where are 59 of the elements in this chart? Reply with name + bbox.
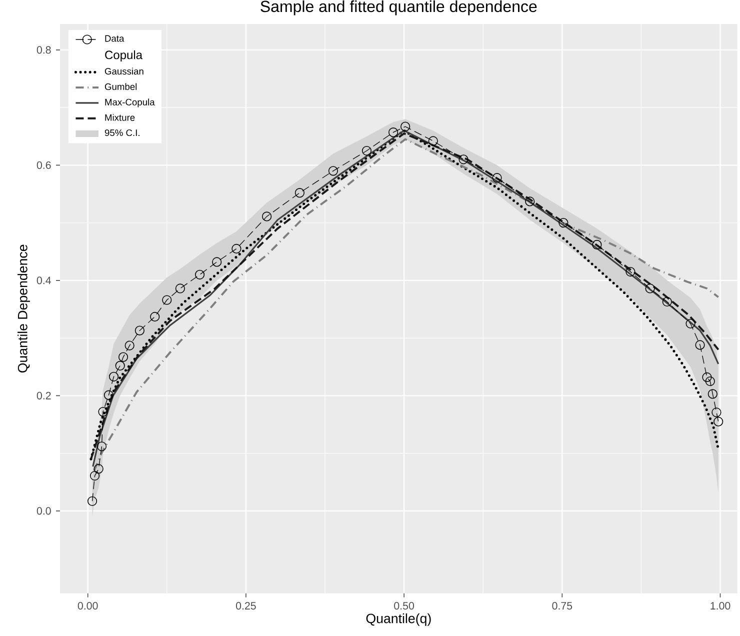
y-tick-label: 0.4 <box>36 276 51 284</box>
point <box>558 218 568 228</box>
y-tick-label: 0.0 <box>36 507 51 515</box>
point <box>428 136 438 146</box>
point <box>362 146 372 156</box>
point <box>115 360 125 370</box>
legend-label: Gaussian <box>104 68 144 75</box>
point <box>686 318 696 328</box>
x-tick-label: 0.75 <box>552 602 572 610</box>
point <box>712 408 722 418</box>
point <box>702 372 712 382</box>
point <box>212 257 222 267</box>
point <box>262 212 272 222</box>
point <box>695 340 705 350</box>
legend-title: Copula <box>105 50 143 62</box>
point <box>714 416 724 426</box>
point <box>108 372 119 382</box>
point <box>194 270 205 280</box>
x-tick-label: 1.00 <box>710 602 730 610</box>
point <box>328 166 338 176</box>
point <box>162 295 172 305</box>
point <box>96 442 107 452</box>
point <box>592 240 602 250</box>
point <box>705 376 715 386</box>
y-tick-label: 0.2 <box>36 392 51 400</box>
point <box>98 407 108 417</box>
point <box>124 340 134 350</box>
point <box>90 470 100 481</box>
x-tick-label: 0.00 <box>78 602 98 610</box>
y-tick-label: 0.6 <box>36 161 51 169</box>
x-tick-label: 0.25 <box>236 602 256 610</box>
point <box>94 464 104 474</box>
legend-label: Gumbel <box>104 83 137 90</box>
point <box>400 122 410 132</box>
legend-label: Max-Copula <box>105 98 155 108</box>
point <box>626 266 636 277</box>
point <box>175 284 185 294</box>
point <box>134 326 144 336</box>
x-axis-title: Quantile(q) <box>366 613 431 626</box>
y-axis-title: Quantile Dependence <box>18 244 30 373</box>
point <box>458 154 468 164</box>
point <box>525 196 535 206</box>
point <box>232 244 242 254</box>
legend-label: Data <box>105 35 124 42</box>
legend-label: Mixture <box>105 114 135 121</box>
point <box>492 173 502 183</box>
chart-title: Sample and fitted quantile dependence <box>260 0 537 16</box>
annotation: 95% C.I. <box>104 129 140 136</box>
point <box>150 312 160 322</box>
point <box>645 284 655 294</box>
x-tick-label: 0.50 <box>394 602 414 610</box>
point <box>294 188 304 198</box>
point <box>662 296 672 307</box>
point <box>87 496 98 506</box>
point <box>708 389 718 399</box>
point <box>104 390 114 400</box>
point <box>118 352 128 362</box>
point <box>388 128 398 138</box>
y-tick-label: 0.8 <box>36 46 51 54</box>
